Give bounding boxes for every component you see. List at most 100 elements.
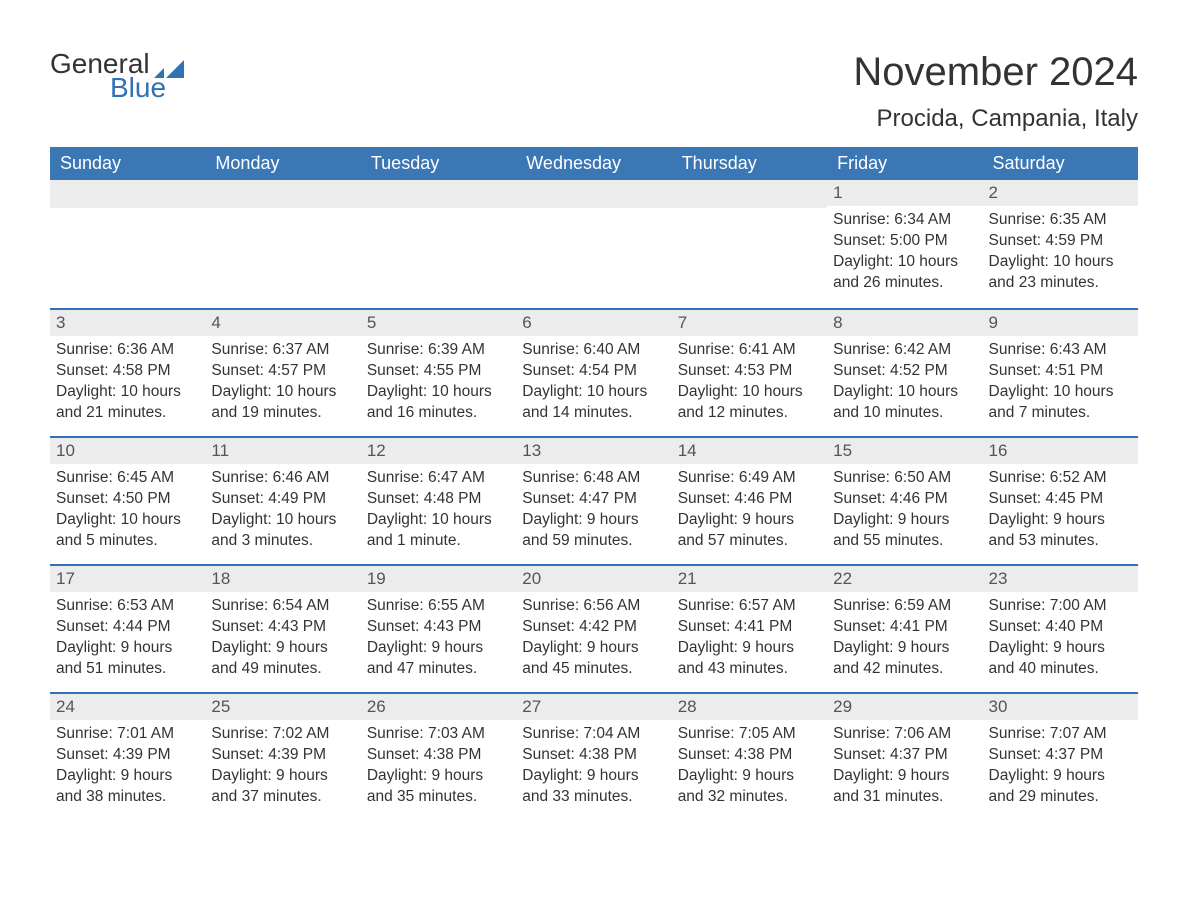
sunset-line: Sunset: 4:42 PM	[522, 617, 665, 638]
sunset-line: Sunset: 4:45 PM	[989, 489, 1132, 510]
daylight-line: Daylight: 10 hours and 7 minutes.	[989, 382, 1132, 424]
week-row: 10 Sunrise: 6:45 AMSunset: 4:50 PMDayligh…	[50, 436, 1138, 564]
sunrise-line: Sunrise: 7:06 AM	[833, 724, 976, 745]
day-body: Sunrise: 6:39 AMSunset: 4:55 PMDaylight:…	[361, 340, 516, 424]
sunrise-line: Sunrise: 6:41 AM	[678, 340, 821, 361]
day-body: Sunrise: 7:03 AMSunset: 4:38 PMDaylight:…	[361, 724, 516, 808]
dow-cell: Friday	[827, 147, 982, 180]
sunrise-line: Sunrise: 6:42 AM	[833, 340, 976, 361]
day-number: 2	[983, 180, 1138, 206]
daylight-line: Daylight: 9 hours and 51 minutes.	[56, 638, 199, 680]
sunset-line: Sunset: 4:39 PM	[56, 745, 199, 766]
day-body: Sunrise: 6:43 AMSunset: 4:51 PMDaylight:…	[983, 340, 1138, 424]
day-cell: 18Sunrise: 6:54 AMSunset: 4:43 PMDayligh…	[205, 564, 360, 692]
sunset-line: Sunset: 4:37 PM	[989, 745, 1132, 766]
day-body: Sunrise: 6:36 AMSunset: 4:58 PMDaylight:…	[50, 340, 205, 424]
dow-cell: Tuesday	[361, 147, 516, 180]
day-cell: 20Sunrise: 6:56 AMSunset: 4:42 PMDayligh…	[516, 564, 671, 692]
day-number: 1	[827, 180, 982, 206]
day-cell: 19Sunrise: 6:55 AMSunset: 4:43 PMDayligh…	[361, 564, 516, 692]
dow-cell: Saturday	[983, 147, 1138, 180]
day-body: Sunrise: 6:47 AMSunset: 4:48 PMDaylight:…	[361, 468, 516, 552]
sunrise-line: Sunrise: 7:01 AM	[56, 724, 199, 745]
sunrise-line: Sunrise: 7:03 AM	[367, 724, 510, 745]
day-cell: 15Sunrise: 6:50 AMSunset: 4:46 PMDayligh…	[827, 436, 982, 564]
sunrise-line: Sunrise: 6:52 AM	[989, 468, 1132, 489]
week-row: 3Sunrise: 6:36 AMSunset: 4:58 PMDaylight…	[50, 308, 1138, 436]
day-cell: 4Sunrise: 6:37 AMSunset: 4:57 PMDaylight…	[205, 308, 360, 436]
sunrise-line: Sunrise: 6:43 AM	[989, 340, 1132, 361]
day-body: Sunrise: 7:05 AMSunset: 4:38 PMDaylight:…	[672, 724, 827, 808]
daylight-line: Daylight: 10 hours and 26 minutes.	[833, 252, 976, 294]
day-number: 10	[50, 436, 205, 464]
day-cell: 16Sunrise: 6:52 AMSunset: 4:45 PMDayligh…	[983, 436, 1138, 564]
day-number: 30	[983, 692, 1138, 720]
daylight-line: Daylight: 9 hours and 49 minutes.	[211, 638, 354, 680]
sunset-line: Sunset: 4:51 PM	[989, 361, 1132, 382]
day-cell: 3Sunrise: 6:36 AMSunset: 4:58 PMDaylight…	[50, 308, 205, 436]
daylight-line: Daylight: 10 hours and 10 minutes.	[833, 382, 976, 424]
daylight-line: Daylight: 9 hours and 31 minutes.	[833, 766, 976, 808]
sunset-line: Sunset: 4:50 PM	[56, 489, 199, 510]
day-body: Sunrise: 7:04 AMSunset: 4:38 PMDaylight:…	[516, 724, 671, 808]
sunrise-line: Sunrise: 7:00 AM	[989, 596, 1132, 617]
daylight-line: Daylight: 9 hours and 32 minutes.	[678, 766, 821, 808]
day-number: 25	[205, 692, 360, 720]
day-empty-bar	[672, 180, 827, 208]
day-body: Sunrise: 6:48 AMSunset: 4:47 PMDaylight:…	[516, 468, 671, 552]
day-number: 22	[827, 564, 982, 592]
sunrise-line: Sunrise: 6:35 AM	[989, 210, 1132, 231]
day-number: 20	[516, 564, 671, 592]
day-body: Sunrise: 6:41 AMSunset: 4:53 PMDaylight:…	[672, 340, 827, 424]
sunrise-line: Sunrise: 6:39 AM	[367, 340, 510, 361]
sunset-line: Sunset: 4:37 PM	[833, 745, 976, 766]
day-body: Sunrise: 7:07 AMSunset: 4:37 PMDaylight:…	[983, 724, 1138, 808]
sunset-line: Sunset: 4:55 PM	[367, 361, 510, 382]
day-cell	[50, 180, 205, 308]
location: Procida, Campania, Italy	[853, 105, 1138, 133]
sunrise-line: Sunrise: 7:02 AM	[211, 724, 354, 745]
daylight-line: Daylight: 9 hours and 35 minutes.	[367, 766, 510, 808]
day-cell: 6Sunrise: 6:40 AMSunset: 4:54 PMDaylight…	[516, 308, 671, 436]
day-body: Sunrise: 6:57 AMSunset: 4:41 PMDaylight:…	[672, 596, 827, 680]
sunset-line: Sunset: 4:44 PM	[56, 617, 199, 638]
day-body: Sunrise: 6:54 AMSunset: 4:43 PMDaylight:…	[205, 596, 360, 680]
day-cell: 1 Sunrise: 6:34 AMSunset: 5:00 PMDaylight…	[827, 180, 982, 308]
daylight-line: Daylight: 9 hours and 33 minutes.	[522, 766, 665, 808]
sunrise-line: Sunrise: 6:40 AM	[522, 340, 665, 361]
sunrise-line: Sunrise: 6:49 AM	[678, 468, 821, 489]
sunrise-line: Sunrise: 6:36 AM	[56, 340, 199, 361]
day-number: 4	[205, 308, 360, 336]
day-cell	[361, 180, 516, 308]
day-body: Sunrise: 6:34 AMSunset: 5:00 PMDaylight:…	[827, 210, 982, 294]
day-number: 11	[205, 436, 360, 464]
daylight-line: Daylight: 10 hours and 19 minutes.	[211, 382, 354, 424]
daylight-line: Daylight: 9 hours and 40 minutes.	[989, 638, 1132, 680]
day-of-week-header: SundayMondayTuesdayWednesdayThursdayFrid…	[50, 147, 1138, 180]
daylight-line: Daylight: 9 hours and 29 minutes.	[989, 766, 1132, 808]
daylight-line: Daylight: 9 hours and 53 minutes.	[989, 510, 1132, 552]
sunset-line: Sunset: 4:53 PM	[678, 361, 821, 382]
sunset-line: Sunset: 4:52 PM	[833, 361, 976, 382]
header: General Blue November 2024 Procida, Camp…	[50, 50, 1138, 133]
sunrise-line: Sunrise: 6:47 AM	[367, 468, 510, 489]
day-number: 6	[516, 308, 671, 336]
day-number: 8	[827, 308, 982, 336]
day-cell: 23Sunrise: 7:00 AMSunset: 4:40 PMDayligh…	[983, 564, 1138, 692]
day-cell: 21Sunrise: 6:57 AMSunset: 4:41 PMDayligh…	[672, 564, 827, 692]
weeks-container: 1 Sunrise: 6:34 AMSunset: 5:00 PMDaylight…	[50, 180, 1138, 820]
sunrise-line: Sunrise: 6:48 AM	[522, 468, 665, 489]
daylight-line: Daylight: 9 hours and 55 minutes.	[833, 510, 976, 552]
day-body: Sunrise: 6:49 AMSunset: 4:46 PMDaylight:…	[672, 468, 827, 552]
day-body: Sunrise: 7:02 AMSunset: 4:39 PMDaylight:…	[205, 724, 360, 808]
day-cell: 27Sunrise: 7:04 AMSunset: 4:38 PMDayligh…	[516, 692, 671, 820]
title-block: November 2024 Procida, Campania, Italy	[853, 50, 1138, 133]
dow-cell: Thursday	[672, 147, 827, 180]
sunset-line: Sunset: 4:47 PM	[522, 489, 665, 510]
day-body: Sunrise: 6:45 AMSunset: 4:50 PMDaylight:…	[50, 468, 205, 552]
day-number: 15	[827, 436, 982, 464]
daylight-line: Daylight: 10 hours and 5 minutes.	[56, 510, 199, 552]
sunset-line: Sunset: 4:54 PM	[522, 361, 665, 382]
day-cell	[672, 180, 827, 308]
sunrise-line: Sunrise: 7:04 AM	[522, 724, 665, 745]
